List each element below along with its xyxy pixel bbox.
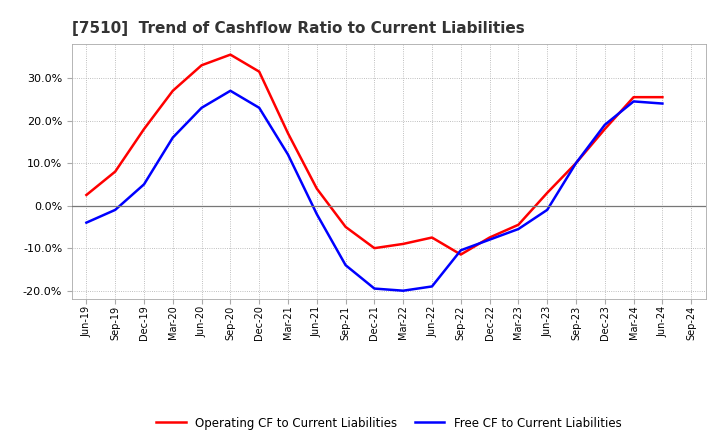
- Free CF to Current Liabilities: [543, 207, 552, 213]
- Free CF to Current Liabilities: [370, 286, 379, 291]
- Operating CF to Current Liabilities: [168, 88, 177, 93]
- Free CF to Current Liabilities: [658, 101, 667, 106]
- Free CF to Current Liabilities: [629, 99, 638, 104]
- Operating CF to Current Liabilities: [370, 246, 379, 251]
- Free CF to Current Liabilities: [572, 161, 580, 166]
- Operating CF to Current Liabilities: [226, 52, 235, 57]
- Operating CF to Current Liabilities: [82, 192, 91, 198]
- Operating CF to Current Liabilities: [485, 235, 494, 240]
- Free CF to Current Liabilities: [428, 284, 436, 289]
- Free CF to Current Liabilities: [312, 212, 321, 217]
- Operating CF to Current Liabilities: [514, 222, 523, 227]
- Free CF to Current Liabilities: [514, 227, 523, 232]
- Operating CF to Current Liabilities: [312, 186, 321, 191]
- Operating CF to Current Liabilities: [255, 69, 264, 74]
- Operating CF to Current Liabilities: [197, 62, 206, 68]
- Operating CF to Current Liabilities: [284, 131, 292, 136]
- Free CF to Current Liabilities: [226, 88, 235, 93]
- Operating CF to Current Liabilities: [111, 169, 120, 174]
- Free CF to Current Liabilities: [197, 105, 206, 110]
- Operating CF to Current Liabilities: [428, 235, 436, 240]
- Free CF to Current Liabilities: [456, 248, 465, 253]
- Free CF to Current Liabilities: [284, 152, 292, 157]
- Operating CF to Current Liabilities: [456, 252, 465, 257]
- Free CF to Current Liabilities: [399, 288, 408, 293]
- Operating CF to Current Liabilities: [399, 241, 408, 246]
- Free CF to Current Liabilities: [341, 263, 350, 268]
- Free CF to Current Liabilities: [111, 207, 120, 213]
- Operating CF to Current Liabilities: [572, 161, 580, 166]
- Free CF to Current Liabilities: [140, 182, 148, 187]
- Free CF to Current Liabilities: [255, 105, 264, 110]
- Free CF to Current Liabilities: [168, 135, 177, 140]
- Operating CF to Current Liabilities: [140, 126, 148, 132]
- Free CF to Current Liabilities: [82, 220, 91, 225]
- Operating CF to Current Liabilities: [629, 95, 638, 100]
- Operating CF to Current Liabilities: [600, 126, 609, 132]
- Free CF to Current Liabilities: [600, 122, 609, 128]
- Line: Free CF to Current Liabilities: Free CF to Current Liabilities: [86, 91, 662, 291]
- Operating CF to Current Liabilities: [658, 95, 667, 100]
- Legend: Operating CF to Current Liabilities, Free CF to Current Liabilities: Operating CF to Current Liabilities, Fre…: [151, 412, 626, 435]
- Text: [7510]  Trend of Cashflow Ratio to Current Liabilities: [7510] Trend of Cashflow Ratio to Curren…: [72, 21, 525, 36]
- Line: Operating CF to Current Liabilities: Operating CF to Current Liabilities: [86, 55, 662, 254]
- Free CF to Current Liabilities: [485, 237, 494, 242]
- Operating CF to Current Liabilities: [341, 224, 350, 230]
- Operating CF to Current Liabilities: [543, 190, 552, 195]
